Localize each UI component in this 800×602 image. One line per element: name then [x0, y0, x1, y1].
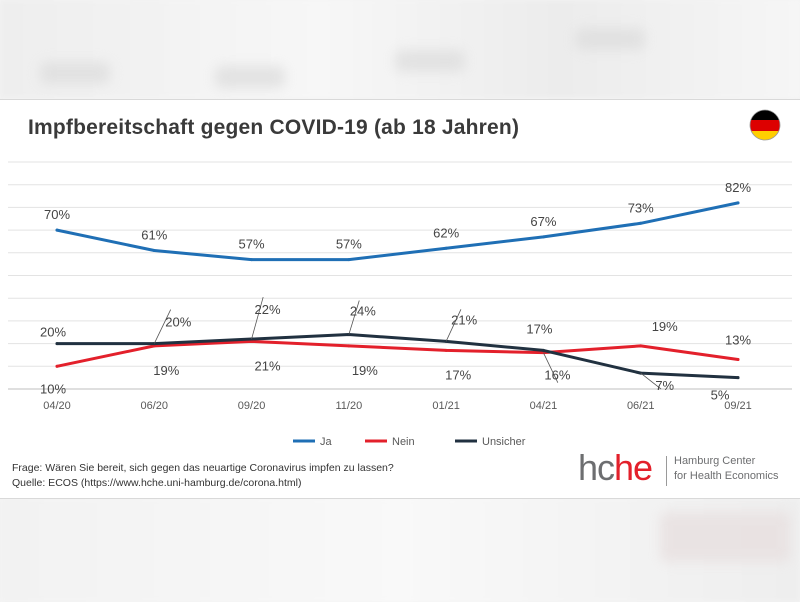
blurred-background-top	[0, 0, 800, 98]
data-label-ja: 62%	[433, 225, 459, 240]
x-tick-label: 06/21	[627, 400, 655, 412]
label-leader-unsicher	[640, 372, 662, 390]
data-label-unsicher: 20%	[165, 315, 191, 330]
data-label-unsicher: 5%	[711, 388, 730, 403]
data-label-ja: 61%	[141, 228, 167, 243]
data-label-ja: 67%	[530, 214, 556, 229]
legend-label-unsicher: Unsicher	[482, 436, 526, 448]
data-label-nein: 16%	[544, 368, 570, 383]
logo-divider	[666, 456, 667, 486]
label-leader-nein	[543, 352, 559, 383]
x-tick-label: 04/21	[530, 400, 558, 412]
data-label-unsicher: 21%	[451, 312, 477, 327]
blurred-shape	[575, 28, 645, 50]
data-point-ja	[152, 249, 156, 253]
data-label-ja: 57%	[239, 237, 265, 252]
footnote: Frage: Wären Sie bereit, sich gegen das …	[12, 461, 394, 491]
logo-mark-hc: hc	[578, 447, 615, 488]
x-tick-label: 01/21	[432, 400, 460, 412]
data-label-nein: 19%	[652, 319, 678, 334]
x-tick-label: 09/20	[238, 400, 266, 412]
chart-title: Impfbereitschaft gegen COVID-19 (ab 18 J…	[28, 116, 520, 139]
footnote-question: Frage: Wären Sie bereit, sich gegen das …	[12, 462, 394, 474]
line-chart: 04/20 06/20 09/20 11/20 01/21 04/21 06/21 09/21…	[8, 161, 792, 448]
data-point-nein	[736, 357, 740, 361]
label-leader-unsicher	[153, 309, 172, 344]
data-point-unsicher	[444, 339, 448, 343]
data-point-nein	[639, 344, 643, 348]
data-point-nein	[55, 364, 59, 368]
data-point-ja	[639, 221, 643, 225]
data-point-nein	[347, 344, 351, 348]
blurred-shape	[40, 62, 110, 84]
label-leader-unsicher	[445, 309, 462, 342]
x-tick-label: 06/20	[141, 400, 169, 412]
data-point-unsicher	[55, 342, 59, 346]
data-point-ja	[736, 201, 740, 205]
label-leader-unsicher	[251, 296, 264, 340]
x-tick-label: 09/21	[724, 400, 752, 412]
data-label-nein: 10%	[40, 381, 66, 396]
data-label-ja: 82%	[725, 180, 751, 195]
data-label-nein: 13%	[725, 332, 751, 347]
logo-line-2: for Health Economics	[674, 470, 779, 482]
data-label-ja: 57%	[336, 237, 362, 252]
data-label-unsicher: 20%	[40, 325, 66, 340]
data-point-nein	[152, 344, 156, 348]
data-label-ja: 73%	[628, 200, 654, 215]
x-tick-label: 11/20	[335, 400, 362, 412]
series-line-ja	[55, 201, 740, 262]
logo-mark: hche	[578, 447, 653, 489]
data-point-unsicher	[736, 376, 740, 380]
data-point-unsicher	[347, 333, 351, 337]
data-label-unsicher: 7%	[655, 378, 674, 393]
logo-mark-he: he	[614, 447, 653, 488]
data-label-nein: 19%	[153, 363, 179, 378]
blurred-shape	[395, 50, 465, 72]
series-line-unsicher	[55, 333, 740, 380]
data-label-unsicher: 17%	[526, 321, 552, 336]
data-label-nein: 17%	[445, 367, 471, 382]
germany-flag-icon	[749, 109, 781, 141]
logo-line-1: Hamburg Center	[674, 455, 756, 467]
data-point-ja	[347, 258, 351, 262]
data-label-unsicher: 24%	[350, 304, 376, 319]
x-tick-label: 04/20	[43, 400, 71, 412]
footnote-source: Quelle: ECOS (https://www.hche.uni-hambu…	[12, 477, 302, 489]
series-line-nein	[55, 339, 740, 368]
data-label-nein: 19%	[352, 363, 378, 378]
label-leader-unsicher	[348, 300, 360, 335]
data-label-unsicher: 22%	[255, 302, 281, 317]
legend-label-ja: Ja	[320, 436, 333, 448]
blurred-shape	[215, 66, 285, 88]
legend-label-nein: Nein	[392, 436, 415, 448]
data-point-ja	[55, 228, 59, 232]
logo-subtitle: Hamburg Center for Health Economics	[674, 454, 779, 484]
data-point-ja	[444, 246, 448, 250]
chart-card: 04/20 06/20 09/20 11/20 01/21 04/21 06/21 09/21…	[0, 99, 800, 499]
blurred-shape	[660, 512, 790, 562]
data-label-ja: 70%	[44, 207, 70, 222]
data-point-unsicher	[541, 348, 545, 352]
data-point-ja	[541, 235, 545, 239]
data-point-ja	[250, 258, 254, 262]
data-label-nein: 21%	[255, 358, 281, 373]
data-point-nein	[444, 348, 448, 352]
